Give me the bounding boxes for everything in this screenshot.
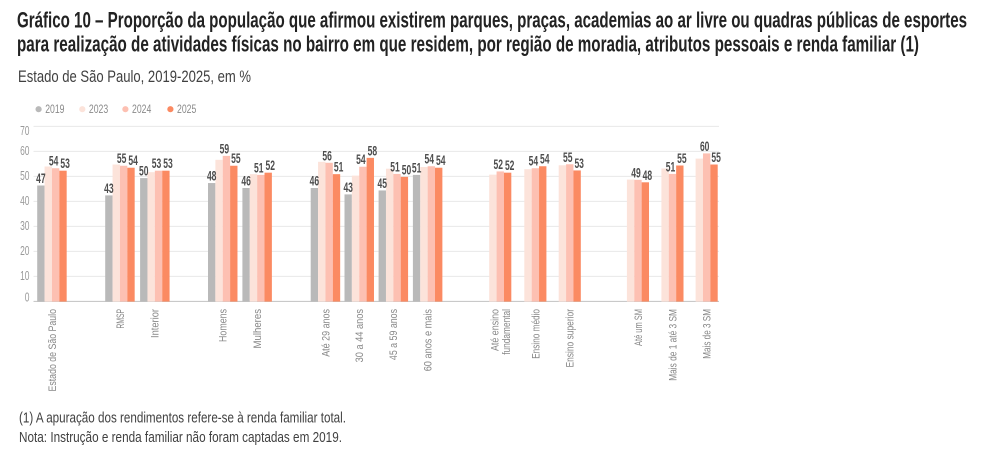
svg-text:60: 60 <box>700 139 710 154</box>
svg-text:40: 40 <box>20 193 29 208</box>
svg-text:2025: 2025 <box>177 104 196 116</box>
svg-text:2019: 2019 <box>45 104 64 116</box>
svg-text:53: 53 <box>163 156 173 171</box>
svg-text:Ensino médio: Ensino médio <box>530 309 542 359</box>
svg-text:47: 47 <box>36 171 46 186</box>
svg-text:54: 54 <box>436 153 446 168</box>
svg-text:53: 53 <box>574 156 584 171</box>
svg-text:51: 51 <box>334 160 344 175</box>
svg-text:30 a 44 anos: 30 a 44 anos <box>354 309 366 363</box>
svg-text:54: 54 <box>49 154 59 169</box>
svg-text:58: 58 <box>368 143 378 158</box>
svg-text:Nota: Instrução e renda famili: Nota: Instrução e renda familiar não for… <box>19 430 342 446</box>
svg-text:51: 51 <box>254 160 264 175</box>
svg-text:10: 10 <box>20 268 29 283</box>
svg-text:55: 55 <box>711 150 721 165</box>
svg-text:55: 55 <box>677 151 687 166</box>
svg-text:53: 53 <box>60 156 70 171</box>
svg-text:2024: 2024 <box>132 104 152 116</box>
svg-text:Mais de 1 até 3 SM: Mais de 1 até 3 SM <box>667 309 679 381</box>
svg-text:52: 52 <box>494 157 504 172</box>
svg-text:45 a 59 anos: 45 a 59 anos <box>388 309 400 360</box>
svg-text:51: 51 <box>666 159 676 174</box>
svg-text:50: 50 <box>402 162 412 177</box>
svg-text:52: 52 <box>505 158 515 173</box>
svg-text:Até um SM: Até um SM <box>633 309 645 346</box>
svg-text:(1) A apuração dos rendimentos: (1) A apuração dos rendimentos refere-se… <box>19 411 346 427</box>
svg-text:50: 50 <box>139 164 149 179</box>
svg-text:55: 55 <box>563 150 573 165</box>
svg-text:54: 54 <box>425 152 435 167</box>
svg-text:20: 20 <box>20 243 29 258</box>
svg-text:46: 46 <box>310 174 320 189</box>
svg-text:2023: 2023 <box>89 104 108 116</box>
svg-text:59: 59 <box>220 141 230 156</box>
svg-text:Homens: Homens <box>218 309 230 342</box>
svg-text:Até ensino: Até ensino <box>490 309 502 351</box>
svg-text:Interior: Interior <box>150 309 162 338</box>
svg-text:0: 0 <box>25 289 30 304</box>
svg-text:51: 51 <box>390 159 400 174</box>
svg-text:53: 53 <box>152 156 162 171</box>
svg-text:54: 54 <box>356 152 366 167</box>
svg-text:54: 54 <box>540 152 550 167</box>
svg-text:Estado de São Paulo, 2019-2025: Estado de São Paulo, 2019-2025, em % <box>18 68 251 86</box>
svg-text:Até 29 anos: Até 29 anos <box>320 309 332 357</box>
svg-text:55: 55 <box>231 151 241 166</box>
svg-text:para realização de atividades: para realização de atividades físicas no… <box>17 32 919 57</box>
svg-text:56: 56 <box>322 148 332 163</box>
svg-text:Mais de 3 SM: Mais de 3 SM <box>702 309 714 359</box>
svg-text:48: 48 <box>207 169 217 184</box>
svg-text:52: 52 <box>266 158 276 173</box>
svg-text:43: 43 <box>343 180 353 195</box>
svg-text:54: 54 <box>529 154 539 169</box>
svg-text:Ensino superior: Ensino superior <box>565 309 577 368</box>
svg-text:51: 51 <box>412 160 422 175</box>
svg-text:49: 49 <box>631 165 641 180</box>
svg-text:Mulheres: Mulheres <box>252 309 264 349</box>
svg-text:43: 43 <box>104 181 114 196</box>
svg-text:48: 48 <box>643 168 653 183</box>
svg-text:46: 46 <box>241 174 251 189</box>
svg-text:55: 55 <box>117 151 127 166</box>
svg-text:RMSP: RMSP <box>115 309 127 329</box>
svg-text:Estado de São Paulo: Estado de São Paulo <box>47 309 59 392</box>
svg-text:54: 54 <box>128 153 138 168</box>
svg-text:70: 70 <box>20 123 29 138</box>
svg-text:50: 50 <box>20 168 29 183</box>
svg-text:30: 30 <box>20 218 29 233</box>
svg-text:60: 60 <box>20 143 29 158</box>
svg-text:45: 45 <box>378 176 388 191</box>
svg-text:fundamental: fundamental <box>501 309 513 355</box>
svg-text:60 anos e mais: 60 anos e mais <box>423 309 435 372</box>
svg-text:Gráfico 10 – Proporção da popu: Gráfico 10 – Proporção da população que … <box>17 8 967 33</box>
